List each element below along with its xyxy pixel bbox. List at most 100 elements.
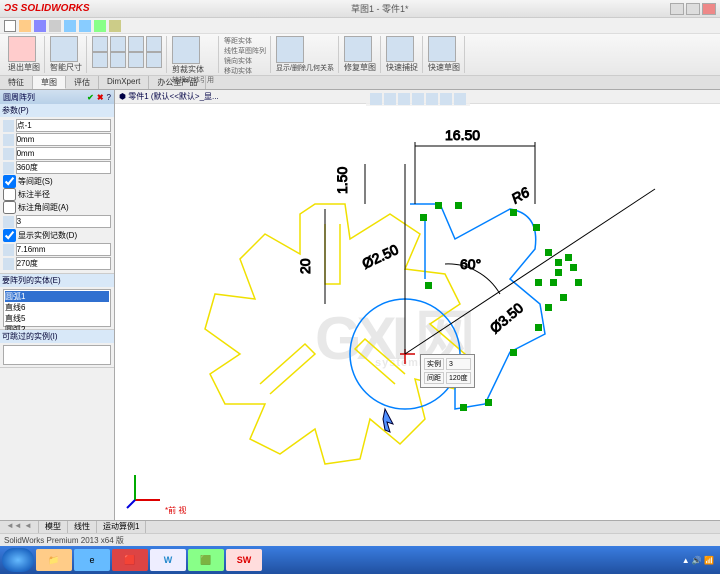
dim-d2-50[interactable]: Ø2.50 (360, 241, 402, 272)
rebuild-icon[interactable] (94, 20, 106, 32)
dim-20[interactable]: 20 (297, 258, 313, 274)
sketch-canvas[interactable]: 16.50 1.50 20 Ø2.50 60° R6 Ø3.50 (115, 104, 720, 519)
app-logo: ϽS SOLIDWORKS (4, 3, 90, 14)
dim-d3-50[interactable]: Ø3.50 (487, 299, 527, 336)
maximize-button[interactable] (686, 3, 700, 15)
dx-input[interactable] (16, 133, 111, 146)
ribbon-exit-sketch[interactable]: 退出草图 (4, 36, 45, 73)
arc-icon[interactable] (146, 36, 162, 52)
point-input[interactable] (16, 119, 111, 132)
line-icon[interactable] (92, 36, 108, 52)
start-button[interactable] (2, 548, 34, 572)
repair-icon[interactable] (344, 36, 372, 62)
taskbar-app2[interactable]: 🟩 (188, 549, 224, 571)
redo-icon[interactable] (79, 20, 91, 32)
dim-60deg[interactable]: 60° (460, 256, 481, 272)
pattern-axes (405, 164, 655, 354)
doc-title: 草图1 - 零件1* (90, 2, 670, 15)
pm-cancel-button[interactable]: ✖ (97, 93, 104, 102)
minimize-button[interactable] (670, 3, 684, 15)
point-icon (3, 120, 14, 132)
ribbon-repair[interactable]: 修复草图 (340, 36, 381, 73)
spline-icon[interactable] (92, 52, 108, 68)
ribbon-relations[interactable]: 显示/删除几何关系 (272, 36, 339, 73)
angle-input[interactable] (16, 161, 111, 174)
dim-16-50[interactable]: 16.50 (445, 127, 480, 143)
ribbon-quick-sketch[interactable]: 快速草图 (424, 36, 465, 73)
pm-help-button[interactable]: ? (107, 93, 111, 102)
fillet-icon[interactable] (128, 52, 144, 68)
motion-tab[interactable]: 运动算例1 (97, 521, 146, 533)
system-tray[interactable]: ▲ 🔊 📶 (678, 556, 718, 565)
dim-radius-check[interactable]: 标注半径 (3, 188, 111, 201)
view-triad[interactable] (125, 470, 165, 510)
dist-input[interactable] (16, 243, 111, 256)
trim-icon[interactable] (172, 36, 200, 64)
angle2-icon (3, 258, 14, 270)
ellipse-icon[interactable] (110, 52, 126, 68)
tab-office[interactable]: 办公室产品 (149, 76, 206, 89)
close-button[interactable] (702, 3, 716, 15)
taskbar-explorer[interactable]: 📁 (36, 549, 72, 571)
exit-sketch-icon[interactable] (8, 36, 36, 62)
taskbar-sw[interactable]: SW (226, 549, 262, 571)
angle2-input[interactable] (16, 257, 111, 270)
smart-dim-icon[interactable] (50, 36, 78, 62)
tab-sketch[interactable]: 草图 (33, 76, 66, 89)
quick-access-toolbar (0, 18, 720, 34)
tab-dimxpert[interactable]: DimXpert (99, 76, 149, 89)
count-input[interactable] (16, 215, 111, 228)
property-manager: 圆周阵列 ✔ ✖ ? 参数(P) 等间距(S) 标注半径 标注角间距(A) 显示… (0, 90, 115, 520)
cursor-icon (383, 409, 393, 432)
dy-icon (3, 148, 14, 160)
relations-icon[interactable] (276, 36, 304, 63)
tab-nav-prev[interactable]: ◄◄ ◄ (0, 521, 39, 533)
entities-list[interactable]: 圆弧1 直线6 直线5 圆弧2 (3, 289, 111, 327)
3dviews-tab[interactable]: 线性 (68, 521, 97, 533)
dy-input[interactable] (16, 147, 111, 160)
rect-icon[interactable] (110, 36, 126, 52)
dim-1-50[interactable]: 1.50 (334, 167, 350, 194)
pm-ok-button[interactable]: ✔ (87, 93, 94, 102)
bottom-tabs: ◄◄ ◄ 模型 线性 运动算例1 (0, 520, 720, 533)
ribbon: 退出草图 智能尺寸 剪裁实体 转换实体引用 等距实体 线性草图阵列 镜向实体 移… (0, 34, 720, 76)
tab-evaluate[interactable]: 评估 (66, 76, 99, 89)
list-item[interactable]: 直线6 (5, 302, 109, 313)
taskbar-ie[interactable]: e (74, 549, 110, 571)
list-item[interactable]: 直线5 (5, 313, 109, 324)
ribbon-offset: 等距实体 线性草图阵列 镜向实体 移动实体 (220, 36, 271, 73)
equal-spacing-check[interactable]: 等间距(S) (3, 175, 111, 188)
print-icon[interactable] (49, 20, 61, 32)
count-icon (3, 216, 14, 228)
pattern-callout[interactable]: 实例3 间距120度 (420, 354, 475, 388)
dim-r6[interactable]: R6 (509, 184, 533, 207)
taskbar-app1[interactable]: 🟥 (112, 549, 148, 571)
snap-icon[interactable] (386, 36, 414, 62)
skip-list[interactable] (3, 345, 111, 365)
taskbar-word[interactable]: W (150, 549, 186, 571)
titlebar: ϽS SOLIDWORKS 草图1 - 零件1* (0, 0, 720, 18)
origin-marker (400, 349, 415, 364)
undo-icon[interactable] (64, 20, 76, 32)
model-tab[interactable]: 模型 (39, 521, 68, 533)
dim-angle-check[interactable]: 标注角间距(A) (3, 201, 111, 214)
command-tabs: 特征 草图 评估 DimXpert 办公室产品 (0, 76, 720, 90)
ribbon-smart-dim[interactable]: 智能尺寸 (46, 36, 87, 73)
quick-sketch-icon[interactable] (428, 36, 456, 62)
ribbon-snap[interactable]: 快速捕捉 (382, 36, 423, 73)
entities-header: 要阵列的实体(E) (0, 274, 114, 287)
params-header: 参数(P) (0, 104, 114, 117)
options-icon[interactable] (109, 20, 121, 32)
save-icon[interactable] (34, 20, 46, 32)
open-icon[interactable] (19, 20, 31, 32)
new-icon[interactable] (4, 20, 16, 32)
tab-features[interactable]: 特征 (0, 76, 33, 89)
pm-header: 圆周阵列 ✔ ✖ ? (0, 90, 114, 104)
circle-icon[interactable] (128, 36, 144, 52)
pm-skip: 可跳过的实例(I) (0, 330, 114, 368)
graphics-area[interactable]: ⬢ 零件1 (默认<<默认>_显... GXI 网 system.com (115, 90, 720, 520)
list-item[interactable]: 圆弧1 (5, 291, 109, 302)
pm-params: 参数(P) 等间距(S) 标注半径 标注角间距(A) 显示实例记数(D) (0, 104, 114, 274)
point-icon[interactable] (146, 52, 162, 68)
show-count-check[interactable]: 显示实例记数(D) (3, 229, 111, 242)
